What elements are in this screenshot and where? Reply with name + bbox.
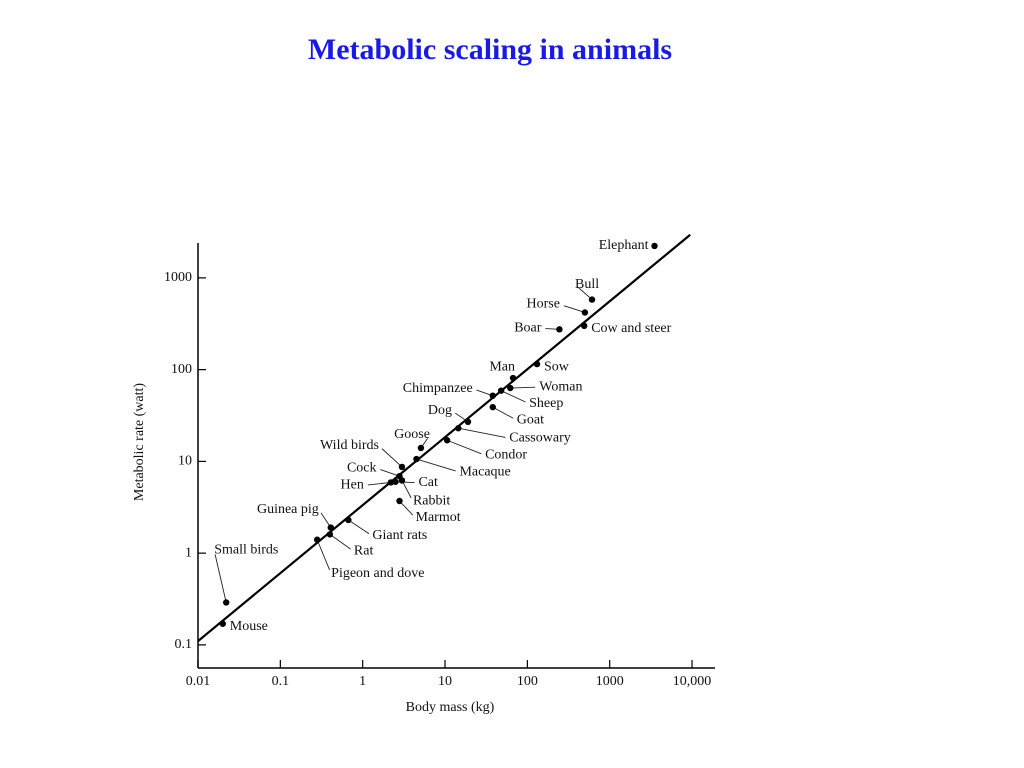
leader-line [399,500,414,516]
y-tick-label: 10 [178,454,192,469]
point [588,296,596,303]
leader-line [563,305,586,313]
x-tick-label: 10,000 [673,674,712,689]
x-tick-label: 100 [517,674,538,689]
point-label: Macaque [459,464,510,479]
point [327,524,334,531]
point [392,478,399,485]
point [489,403,496,411]
point [396,497,403,505]
y-tick-label: 100 [171,362,192,377]
leader-line [510,386,536,389]
point-label: Bull [575,277,599,292]
point-label: Mouse [230,619,268,634]
point-label: Guinea pig [257,502,319,517]
point-label: Boar [514,321,542,336]
x-tick-label: 0.01 [186,674,211,689]
point-label: Horse [526,297,559,312]
point-label: Rat [354,544,374,559]
point [443,437,451,444]
point [345,516,352,524]
point [509,374,517,382]
leader-line [492,406,514,419]
point-label: Chimpanzee [403,381,473,396]
point [398,477,406,484]
leader-line [214,554,227,603]
point [533,360,541,368]
point-label: Condor [485,447,527,462]
point [464,418,472,426]
x-axis-label: Body mass (kg) [406,700,495,715]
point [556,326,563,333]
point-label: Goat [517,412,544,427]
point-label: Small birds [214,543,278,558]
point-label: Cassowary [509,430,570,445]
leader-line [348,519,370,535]
point-label: Sow [544,359,570,374]
point-label: Cow and steer [591,321,671,336]
point [219,620,226,627]
fit-line [197,233,691,642]
leader-line [381,448,403,468]
point [497,387,505,394]
chart-title: Metabolic scaling in animals [308,33,672,66]
point-label: Hen [341,478,364,493]
point-label: Elephant [599,238,649,253]
point [507,384,514,392]
point [413,455,420,463]
point-label: Cat [418,475,438,490]
x-tick-label: 0.1 [272,674,290,689]
point [326,531,334,538]
point [398,463,406,471]
point-label: Man [489,359,515,374]
point-label: Sheep [529,396,563,411]
y-tick-label: 1000 [164,270,192,285]
leader-line [329,534,351,550]
point [222,599,230,606]
point-label: Dog [428,403,452,418]
leader-line [416,458,456,472]
leader-line [367,481,391,486]
y-tick-label: 1 [185,545,192,560]
point-label: Cock [347,460,377,475]
x-tick-label: 1000 [596,674,624,689]
point [489,392,496,399]
point [580,322,588,330]
leader-line [446,439,482,455]
point-label: Pigeon and dove [331,566,424,581]
leader-line [401,480,412,499]
point-label: Wild birds [320,438,379,453]
point-label: Giant rats [372,528,427,543]
x-tick-label: 1 [359,674,366,689]
x-tick-label: 10 [438,674,452,689]
point [455,425,462,432]
leader-line [380,469,400,477]
point [417,444,425,452]
leader-line [500,390,526,403]
point [313,536,321,543]
point-label: Woman [539,379,582,394]
leader-line [316,539,331,571]
point [651,242,658,250]
point-label: Rabbit [413,494,450,509]
point-label: Marmot [416,510,461,525]
point-label: Goose [394,427,430,442]
y-axis-label: Metabolic rate (watt) [132,383,147,502]
y-tick-label: 0.1 [175,637,193,652]
point [581,309,589,316]
leader-line [458,427,506,438]
